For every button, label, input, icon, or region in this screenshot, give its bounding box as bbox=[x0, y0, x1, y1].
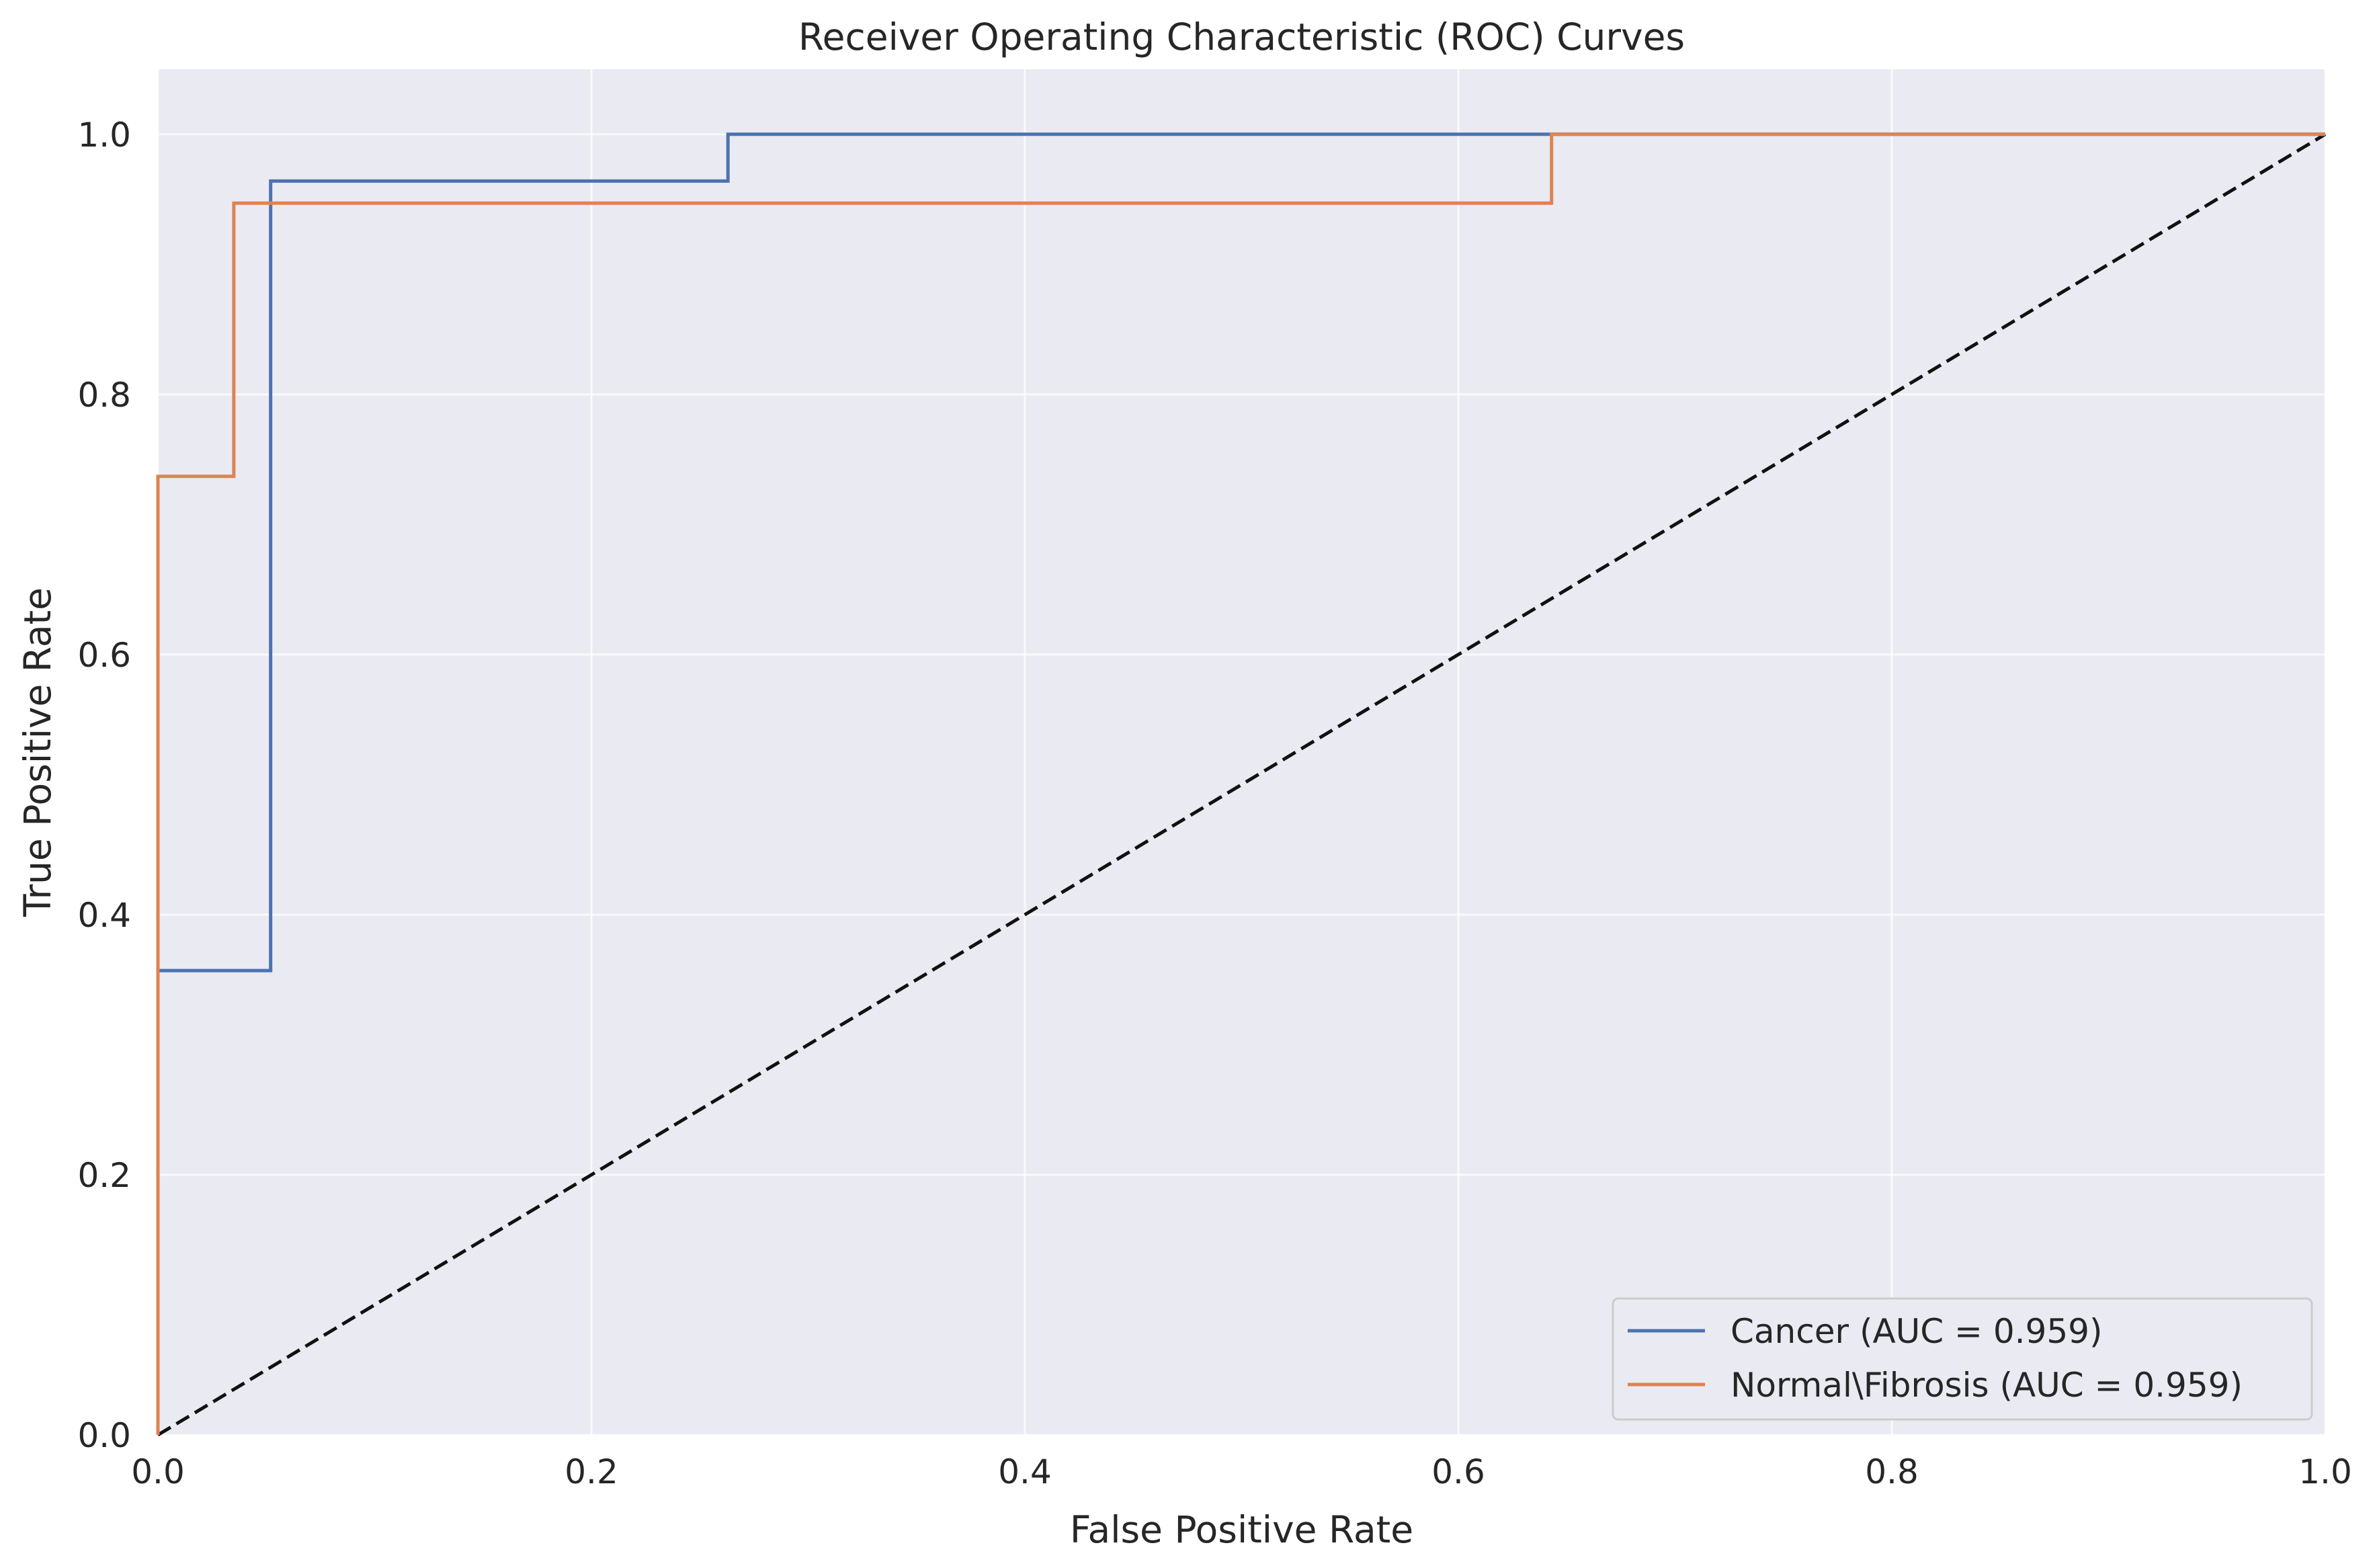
chart-title: Receiver Operating Characteristic (ROC) … bbox=[798, 15, 1685, 58]
y-tick-label: 1.0 bbox=[77, 116, 131, 155]
x-tick-label: 0.4 bbox=[998, 1452, 1052, 1491]
y-tick-label: 0.8 bbox=[77, 376, 131, 415]
x-tick-label: 0.2 bbox=[565, 1452, 618, 1491]
y-tick-label: 0.2 bbox=[77, 1156, 131, 1195]
y-axis-label: True Positive Rate bbox=[16, 587, 59, 917]
series-layer bbox=[156, 132, 2325, 1435]
plot-area bbox=[158, 69, 2325, 1435]
grid-lines bbox=[157, 69, 2327, 1436]
x-tick-labels: 0.0 0.2 0.4 0.6 0.8 1.0 bbox=[131, 1452, 2352, 1491]
legend-items: Cancer (AUC = 0.959) Normal\Fibrosis (AUC… bbox=[1628, 1312, 2243, 1405]
x-tick-label: 1.0 bbox=[2298, 1452, 2352, 1491]
y-tick-label: 0.6 bbox=[77, 636, 131, 675]
x-tick-label: 0.6 bbox=[1431, 1452, 1485, 1491]
reference-diagonal-line bbox=[157, 132, 2327, 1437]
y-tick-label: 0.0 bbox=[77, 1416, 131, 1455]
x-axis-label: False Positive Rate bbox=[1070, 1508, 1413, 1551]
reference-line-layer bbox=[157, 132, 2327, 1437]
legend-box bbox=[1612, 1297, 2313, 1421]
y-tick-labels: 0.0 0.2 0.4 0.6 0.8 1.0 bbox=[77, 116, 131, 1455]
legend-label-0: Cancer (AUC = 0.959) bbox=[1731, 1312, 2103, 1351]
x-tick-label: 0.0 bbox=[131, 1452, 185, 1491]
legend: Cancer (AUC = 0.959) Normal\Fibrosis (AUC… bbox=[1612, 1297, 2313, 1421]
x-tick-label: 0.8 bbox=[1865, 1452, 1919, 1491]
y-tick-label: 0.4 bbox=[77, 896, 131, 935]
legend-label-1: Normal\Fibrosis (AUC = 0.959) bbox=[1731, 1366, 2243, 1405]
series-line-1 bbox=[156, 132, 2325, 1435]
